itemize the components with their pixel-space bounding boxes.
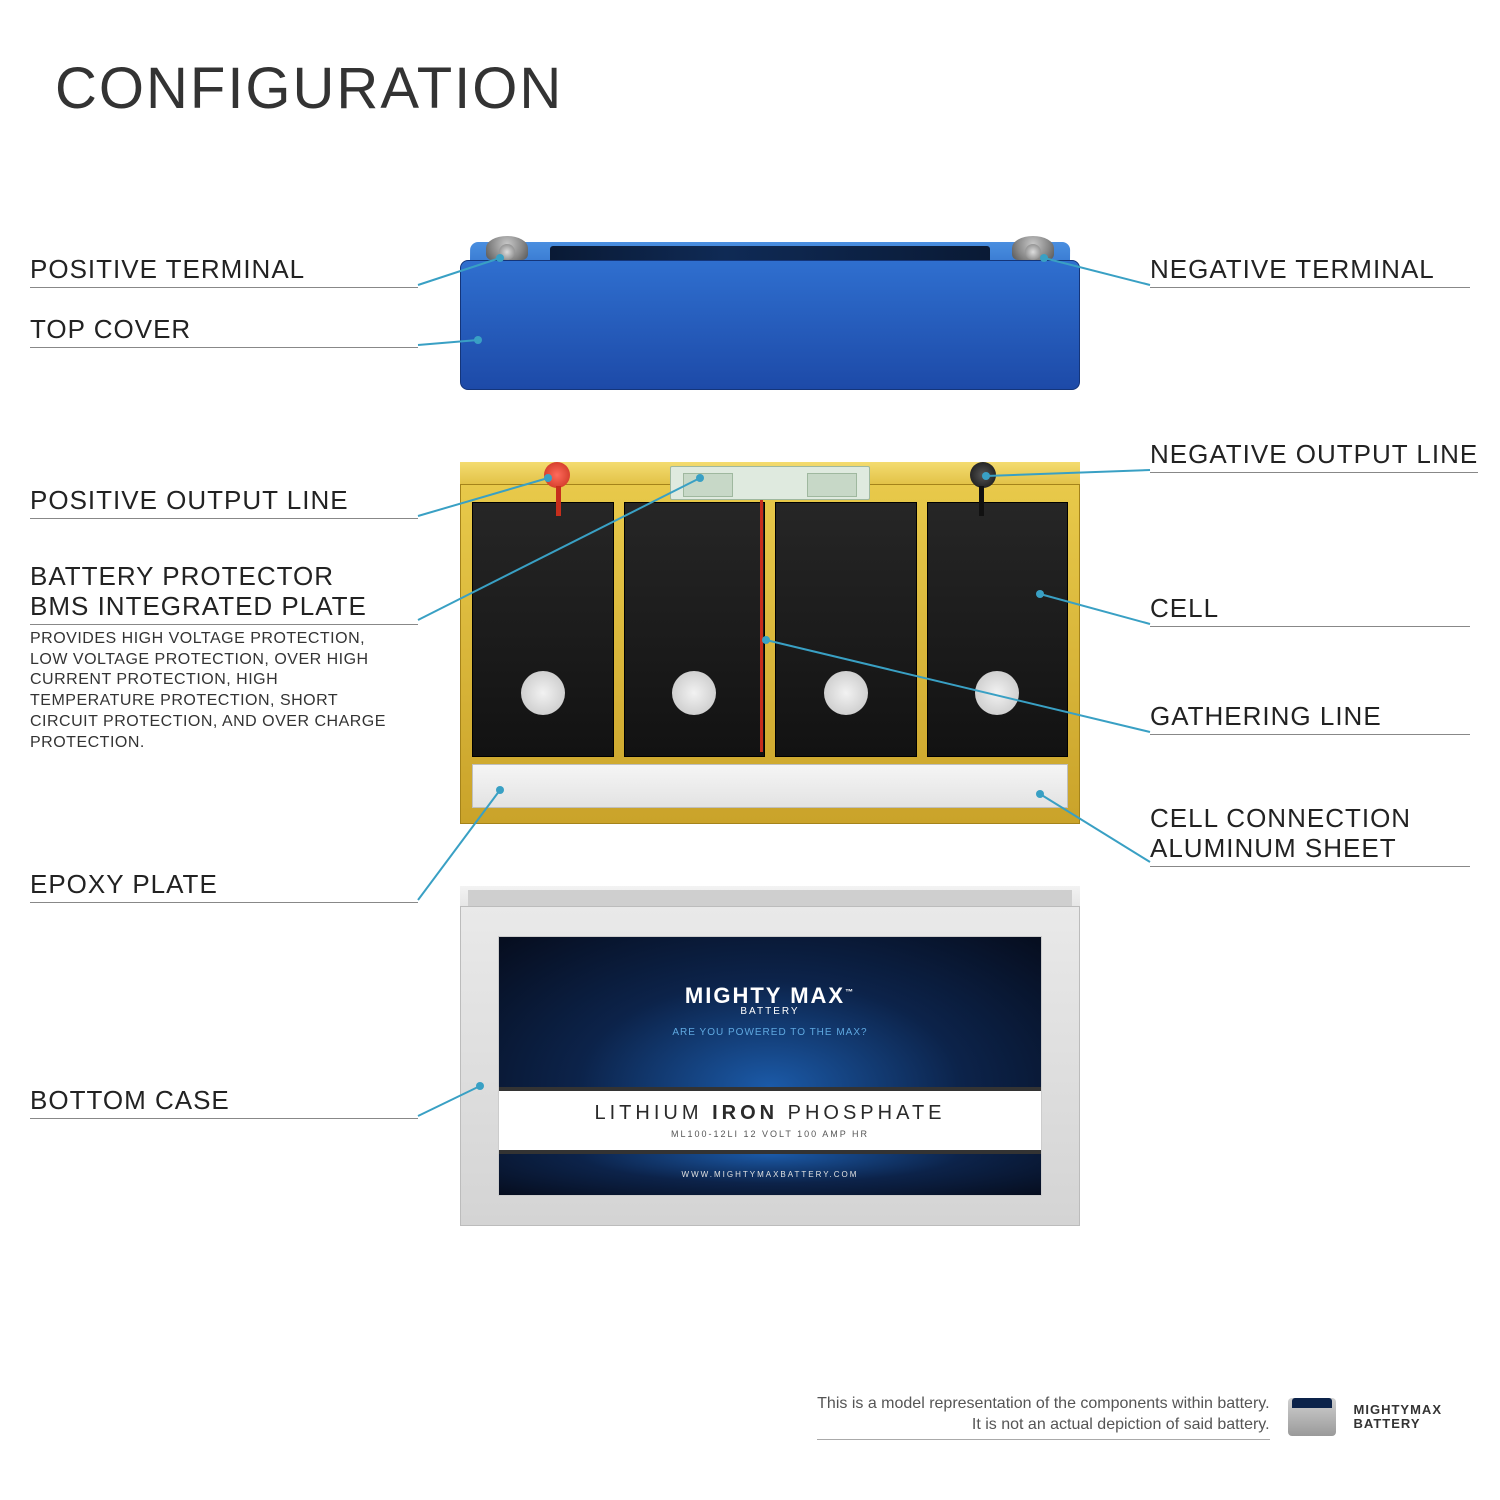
footer-line1: This is a model representation of the co… (817, 1394, 1269, 1415)
bottom-case-assembly: MIGHTY MAX™ BATTERY ARE YOU POWERED TO T… (460, 906, 1080, 1226)
callout-label: BATTERY PROTECTOR BMS INTEGRATED PLATE (30, 562, 418, 625)
cell-2 (624, 502, 766, 757)
callout-label: CELL CONNECTION ALUMINUM SHEET (1150, 804, 1470, 867)
chem-pre: LITHIUM (595, 1102, 713, 1124)
footer-line2: It is not an actual depiction of said ba… (817, 1415, 1269, 1436)
callout-label: NEGATIVE OUTPUT LINE (1150, 440, 1478, 473)
gathering-line-wire (760, 500, 763, 752)
cell-port (824, 671, 868, 715)
leader-dot (982, 472, 990, 480)
callout-negative-terminal: NEGATIVE TERMINAL (1150, 255, 1470, 288)
top-cover-side (460, 260, 1080, 390)
footer-disclaimer: This is a model representation of the co… (817, 1394, 1269, 1440)
leader-dot (762, 636, 770, 644)
cell-3 (775, 502, 917, 757)
positive-wire (556, 486, 561, 516)
label-chemistry: LITHIUM IRON PHOSPHATE (595, 1102, 946, 1125)
positive-terminal-post (486, 236, 528, 260)
callout-label: GATHERING LINE (1150, 702, 1470, 735)
callout-label: POSITIVE TERMINAL (30, 255, 418, 288)
chem-post: PHOSPHATE (778, 1102, 945, 1124)
callout-top-cover: TOP COVER (30, 315, 418, 348)
callout-label: TOP COVER (30, 315, 418, 348)
bms-plate (670, 466, 870, 500)
cell-1 (472, 502, 614, 757)
callout-cell: CELL (1150, 594, 1470, 627)
cell-row (472, 502, 1068, 757)
callout-cell-connection: CELL CONNECTION ALUMINUM SHEET (1150, 804, 1470, 867)
leader-dot (1040, 254, 1048, 262)
aluminum-connection-sheet (472, 764, 1068, 808)
callout-label: BOTTOM CASE (30, 1086, 418, 1119)
label-brand: MIGHTY MAX™ BATTERY (685, 985, 855, 1017)
label-url: WWW.MIGHTYMAXBATTERY.COM (682, 1170, 859, 1179)
tm-mark: ™ (845, 988, 855, 997)
label-chemistry-area: LITHIUM IRON PHOSPHATE ML100-12LI 12 VOL… (499, 1087, 1041, 1154)
leader-dot (496, 254, 504, 262)
top-cover-assembly (460, 260, 1080, 390)
callout-sublabel: PROVIDES HIGH VOLTAGE PROTECTION, LOW VO… (30, 629, 390, 754)
leader-dot (696, 474, 704, 482)
leader-dot (1036, 590, 1044, 598)
footer: This is a model representation of the co… (817, 1394, 1442, 1440)
label-model: ML100-12LI 12 VOLT 100 AMP HR (671, 1129, 869, 1139)
callout-gathering-line: GATHERING LINE (1150, 702, 1470, 735)
label-tagline: ARE YOU POWERED TO THE MAX? (672, 1027, 867, 1038)
cell-port (975, 671, 1019, 715)
brand-line1: MIGHTY MAX (685, 983, 845, 1008)
cell-4 (927, 502, 1069, 757)
callout-bottom-case: BOTTOM CASE (30, 1086, 418, 1119)
leader-dot (476, 1082, 484, 1090)
callout-label: NEGATIVE TERMINAL (1150, 255, 1470, 288)
negative-wire (979, 486, 984, 516)
leader-dot (474, 336, 482, 344)
callout-label: EPOXY PLATE (30, 870, 418, 903)
brand-line2: BATTERY (685, 1007, 855, 1017)
cell-port (672, 671, 716, 715)
callout-bms: BATTERY PROTECTOR BMS INTEGRATED PLATEPR… (30, 562, 418, 754)
footer-brand: MIGHTYMAX BATTERY (1354, 1403, 1442, 1432)
leader-dot (496, 786, 504, 794)
chem-bold: IRON (712, 1102, 778, 1124)
page-title: CONFIGURATION (55, 55, 563, 122)
footer-brand-line1: MIGHTYMAX (1354, 1403, 1442, 1417)
callout-positive-output-line: POSITIVE OUTPUT LINE (30, 486, 418, 519)
callout-label: CELL (1150, 594, 1470, 627)
footer-logo-icon (1288, 1398, 1336, 1436)
callout-label: POSITIVE OUTPUT LINE (30, 486, 418, 519)
callout-negative-output-line: NEGATIVE OUTPUT LINE (1150, 440, 1478, 473)
callout-epoxy-plate: EPOXY PLATE (30, 870, 418, 903)
label-brand-area: MIGHTY MAX™ BATTERY ARE YOU POWERED TO T… (499, 937, 1041, 1087)
label-url-area: WWW.MIGHTYMAXBATTERY.COM (499, 1154, 1041, 1195)
cell-assembly (460, 484, 1080, 824)
callout-positive-terminal: POSITIVE TERMINAL (30, 255, 418, 288)
footer-brand-line2: BATTERY (1354, 1417, 1442, 1431)
product-label-panel: MIGHTY MAX™ BATTERY ARE YOU POWERED TO T… (498, 936, 1042, 1196)
leader-dot (544, 474, 552, 482)
leader-dot (1036, 790, 1044, 798)
cell-port (521, 671, 565, 715)
